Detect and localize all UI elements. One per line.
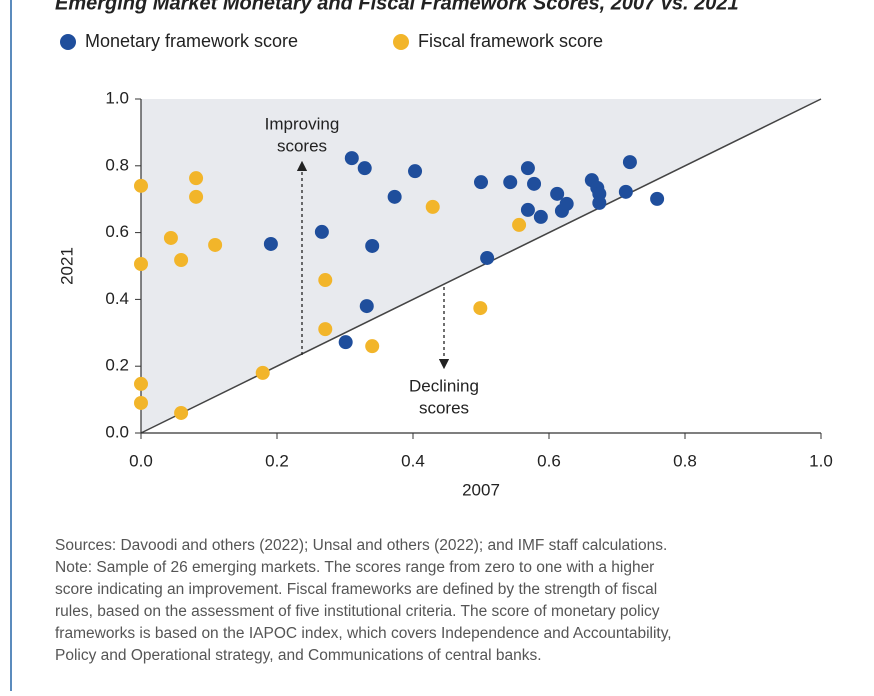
x-axis-label: 2007 bbox=[462, 480, 500, 499]
diagonal-line bbox=[140, 98, 822, 434]
data-point bbox=[425, 199, 440, 214]
data-point bbox=[318, 322, 333, 337]
data-point bbox=[365, 238, 380, 253]
data-point bbox=[474, 175, 488, 190]
data-point bbox=[473, 301, 488, 316]
data-point bbox=[359, 299, 374, 314]
data-point bbox=[365, 339, 380, 354]
data-point bbox=[408, 164, 423, 179]
annotation: scores bbox=[277, 136, 327, 155]
y-tick-label: 0.2 bbox=[105, 356, 129, 375]
note-line: frameworks is based on the IAPOC index, … bbox=[55, 625, 672, 642]
note-line: score indicating an improvement. Fiscal … bbox=[55, 581, 657, 598]
data-point bbox=[134, 376, 148, 391]
data-point bbox=[174, 405, 189, 420]
data-point bbox=[387, 189, 402, 204]
data-point bbox=[618, 184, 633, 199]
data-point bbox=[134, 256, 148, 271]
data-point bbox=[255, 365, 270, 380]
data-point bbox=[338, 335, 353, 350]
data-point bbox=[650, 191, 665, 206]
legend-marker bbox=[60, 34, 76, 50]
note-line: Note: Sample of 26 emerging markets. The… bbox=[55, 559, 654, 576]
data-point bbox=[134, 178, 148, 193]
annotation: Declining bbox=[409, 376, 479, 395]
data-point bbox=[592, 195, 607, 210]
legend-label: Monetary framework score bbox=[85, 31, 298, 51]
note-line: rules, based on the assessment of five i… bbox=[55, 603, 660, 620]
y-axis-label: 2021 bbox=[57, 247, 76, 285]
y-tick-label: 0.8 bbox=[105, 155, 129, 174]
data-point bbox=[520, 202, 535, 217]
x-tick-label: 0.0 bbox=[129, 451, 153, 470]
y-tick-label: 0.4 bbox=[105, 289, 129, 308]
y-tick-label: 0.6 bbox=[105, 222, 129, 241]
data-point bbox=[263, 236, 278, 251]
annotation: Improving bbox=[265, 114, 340, 133]
x-tick-label: 0.2 bbox=[265, 451, 289, 470]
data-point bbox=[480, 250, 495, 265]
data-point bbox=[318, 273, 333, 288]
annotation: scores bbox=[419, 398, 469, 417]
chart-title: Emerging Market Monetary and Fiscal Fram… bbox=[55, 0, 739, 14]
y-tick-label: 1.0 bbox=[105, 88, 129, 107]
note-line: Sources: Davoodi and others (2022); Unsa… bbox=[55, 537, 667, 554]
data-point bbox=[208, 237, 223, 252]
data-point bbox=[189, 189, 204, 204]
data-point bbox=[550, 186, 565, 201]
data-point bbox=[533, 209, 548, 224]
data-point bbox=[622, 155, 637, 170]
x-tick-label: 0.8 bbox=[673, 451, 697, 470]
data-point bbox=[503, 175, 518, 190]
note-line: Policy and Operational strategy, and Com… bbox=[55, 647, 542, 664]
data-point bbox=[174, 252, 189, 267]
legend-marker bbox=[393, 34, 409, 50]
data-point bbox=[314, 224, 329, 239]
page-border bbox=[10, 0, 12, 691]
legend-label: Fiscal framework score bbox=[418, 31, 603, 51]
data-point bbox=[512, 217, 527, 232]
data-point bbox=[357, 161, 372, 176]
data-point bbox=[527, 176, 542, 191]
data-point bbox=[520, 161, 535, 176]
data-point bbox=[559, 196, 574, 211]
data-point bbox=[163, 230, 178, 245]
data-point bbox=[134, 395, 148, 410]
y-tick-label: 0.0 bbox=[105, 422, 129, 441]
x-tick-label: 0.4 bbox=[401, 451, 425, 470]
data-point bbox=[189, 171, 204, 186]
x-tick-label: 0.6 bbox=[537, 451, 561, 470]
x-tick-label: 1.0 bbox=[809, 451, 833, 470]
data-point bbox=[344, 151, 359, 166]
